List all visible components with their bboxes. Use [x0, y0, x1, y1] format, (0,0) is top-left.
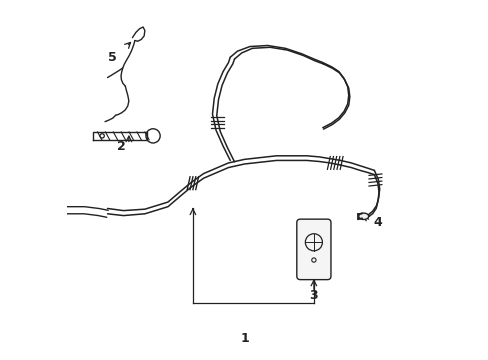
Text: 2: 2	[117, 140, 126, 153]
Ellipse shape	[358, 213, 368, 220]
Text: 5: 5	[108, 51, 117, 64]
Text: 4: 4	[373, 216, 382, 229]
FancyBboxPatch shape	[296, 219, 330, 280]
Text: 3: 3	[309, 289, 318, 302]
Text: 1: 1	[240, 332, 248, 345]
